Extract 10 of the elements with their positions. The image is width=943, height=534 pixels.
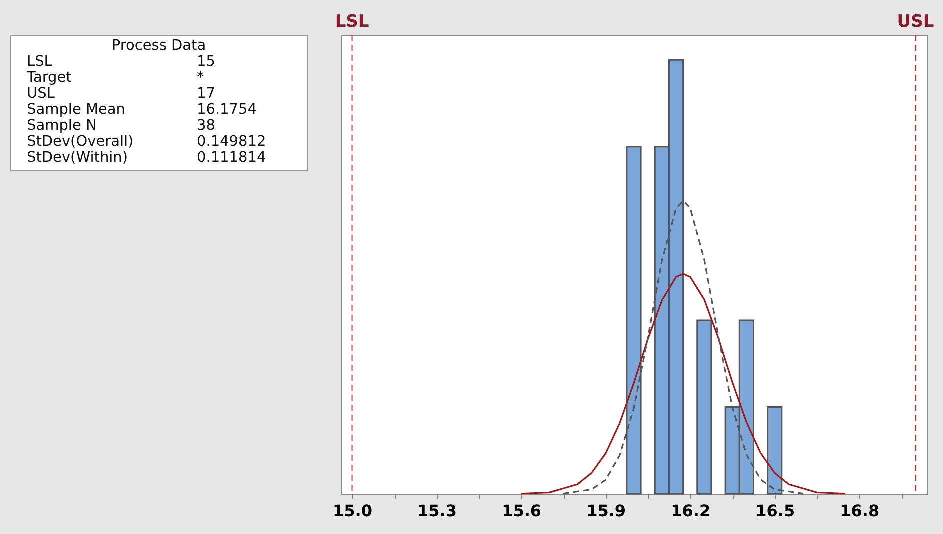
x-tick-label: 16.5 [756, 502, 796, 520]
x-tick-label: 16.2 [671, 502, 711, 520]
x-tick-label: 15.0 [333, 502, 373, 520]
ref-line-label: LSL [335, 12, 370, 32]
x-tick-label: 15.6 [502, 502, 542, 520]
x-tick-label: 16.8 [840, 502, 880, 520]
table-box: Process Data LSL 15 Target * USL 17 Sample Mean 16.1754 Sample N 38 StDev(Overall) 0.149812 StDev(Within) 0.111814 [10, 35, 308, 171]
x-tick-label: 15.3 [418, 502, 458, 520]
x-tick-label: 15.9 [586, 502, 626, 520]
ref-line-label: USL [897, 12, 934, 32]
